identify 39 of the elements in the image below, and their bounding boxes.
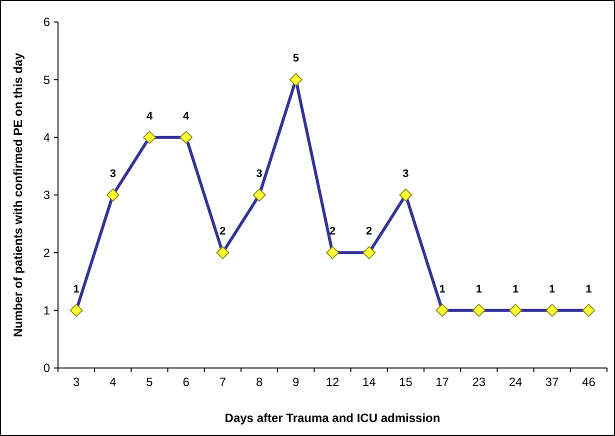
data-label: 1: [73, 283, 80, 296]
data-label: 1: [586, 283, 592, 296]
data-label: 2: [220, 226, 226, 238]
x-axis-title: Days after Trauma and ICU admission: [224, 411, 440, 425]
data-label: 1: [439, 283, 446, 296]
data-label: 1: [549, 283, 556, 296]
x-tick-label: 12: [326, 375, 340, 389]
y-tick-label: 2: [43, 246, 50, 260]
x-tick-label: 7: [219, 375, 226, 389]
data-label: 2: [366, 226, 372, 238]
x-tick-label: 15: [399, 375, 413, 389]
data-label: 3: [402, 168, 409, 180]
x-tick-label: 46: [582, 375, 596, 389]
data-label: 3: [256, 168, 262, 180]
x-tick-label: 3: [72, 375, 80, 389]
y-tick-label: 4: [43, 130, 50, 145]
data-label: 1: [476, 283, 482, 296]
data-label: 5: [292, 52, 299, 65]
y-tick-label: 6: [43, 15, 50, 30]
x-tick-label: 4: [110, 375, 117, 389]
x-tick-label: 37: [545, 375, 560, 389]
y-tick-label: 0: [43, 361, 50, 376]
x-tick-label: 17: [436, 375, 450, 389]
y-tick-label: 1: [43, 304, 50, 318]
y-tick-label: 5: [43, 72, 50, 87]
x-tick-label: 24: [508, 375, 522, 389]
data-label: 4: [146, 110, 154, 122]
x-tick-label: 14: [362, 375, 376, 389]
x-tick-label: 23: [472, 375, 486, 389]
data-label: 3: [110, 168, 116, 180]
data-label: 4: [183, 110, 190, 122]
data-label: 1: [512, 283, 519, 296]
y-tick-label: 3: [43, 188, 50, 202]
data-label: 2: [329, 226, 336, 238]
y-axis-title: Number of patients with confirmed PE on this day: [11, 52, 25, 338]
x-tick-label: 8: [256, 375, 263, 389]
x-tick-label: 6: [182, 375, 190, 389]
x-tick-label: 5: [146, 375, 154, 389]
x-tick-label: 9: [292, 375, 300, 389]
